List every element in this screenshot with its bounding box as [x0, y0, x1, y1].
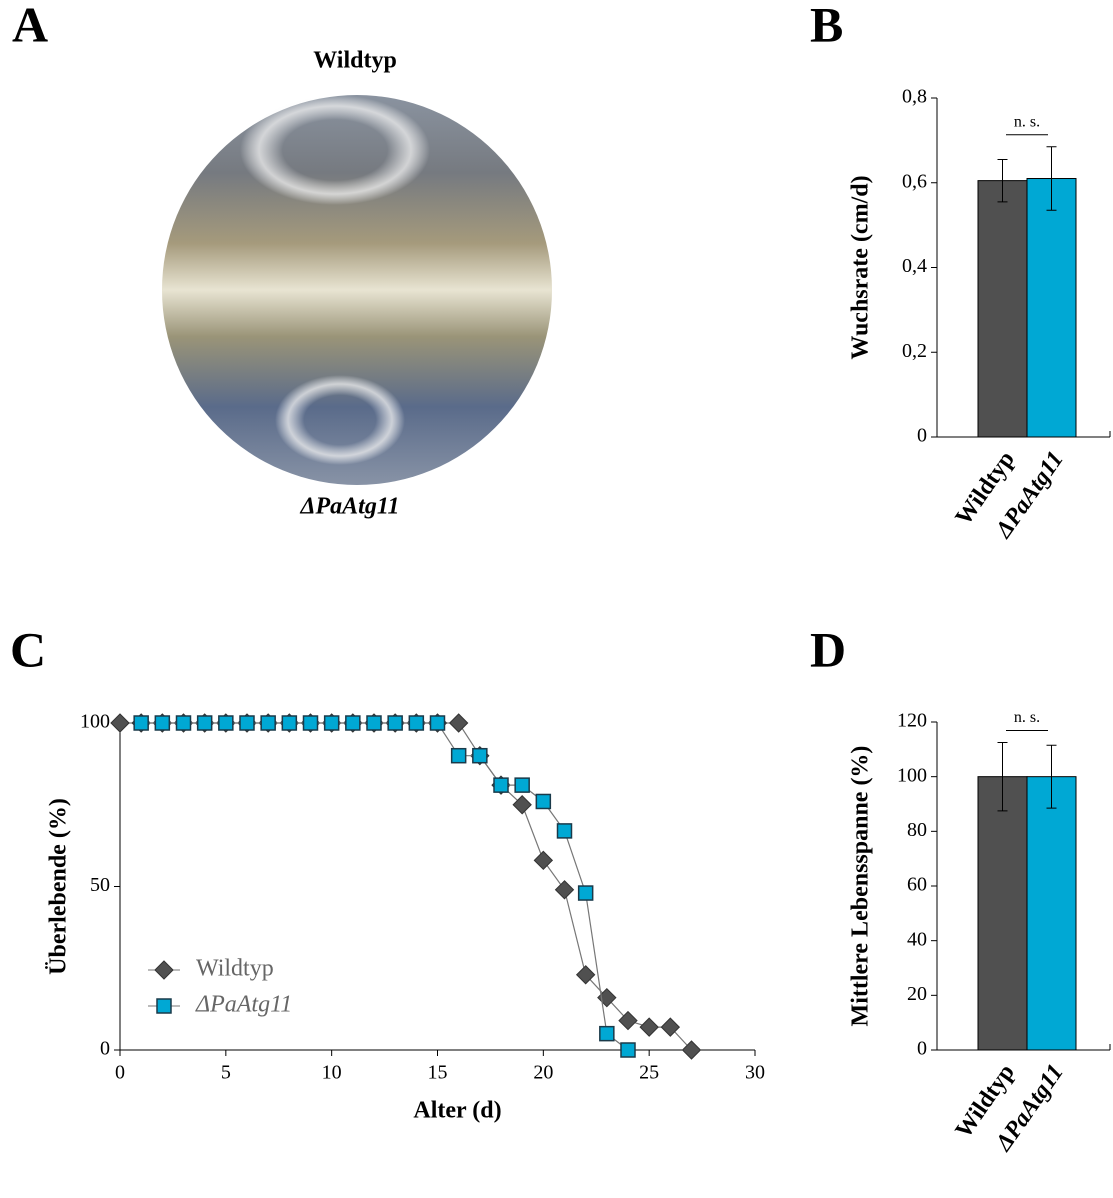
point	[323, 715, 340, 731]
point	[302, 715, 319, 731]
bar	[1026, 178, 1077, 438]
point	[408, 715, 425, 731]
point	[281, 715, 298, 731]
x-tick-label: 5	[221, 1062, 231, 1084]
y-tick-label: 60	[907, 874, 927, 896]
x-tick-label: 15	[428, 1062, 448, 1084]
point	[387, 715, 403, 731]
point	[556, 823, 573, 839]
y-axis-label: Wuchsrate (cm/d)	[848, 175, 874, 359]
point	[366, 715, 382, 731]
point	[577, 885, 594, 901]
x-tick-label: 0	[115, 1062, 125, 1084]
panel-label: C	[10, 621, 46, 677]
point	[533, 850, 554, 871]
y-tick-label: 0	[100, 1038, 110, 1060]
error-bar	[997, 742, 1008, 812]
point	[345, 715, 361, 731]
bar	[977, 776, 1028, 1051]
plate-bottom-label: ΔPaAtg11	[299, 494, 399, 520]
x-tick-label: 20	[533, 1062, 553, 1084]
y-tick-label: 100	[80, 711, 110, 733]
legend-marker	[154, 960, 174, 980]
error-bar	[1046, 744, 1057, 809]
point	[514, 777, 530, 793]
point	[429, 715, 446, 731]
point	[450, 747, 467, 764]
legend-label: ΔPaAtg11	[195, 992, 292, 1018]
point	[154, 715, 171, 731]
error-bar	[1046, 146, 1057, 211]
point	[472, 747, 488, 764]
error-bar	[997, 158, 1008, 203]
point	[493, 777, 509, 793]
y-tick-label: 100	[897, 764, 927, 786]
y-tick-label: 80	[907, 819, 927, 841]
y-tick-label: 40	[907, 928, 927, 950]
y-tick-label: 120	[897, 710, 927, 732]
point	[218, 715, 234, 731]
plate-top-label: Wildtyp	[313, 48, 397, 74]
point	[196, 715, 213, 731]
point	[239, 715, 255, 731]
point	[512, 795, 532, 815]
panel-label: A	[12, 0, 48, 52]
x-axis-label: Alter (d)	[413, 1098, 501, 1124]
bar	[977, 180, 1028, 438]
point	[575, 965, 596, 985]
y-axis-label: Überlebende (%)	[46, 798, 72, 975]
point	[260, 715, 276, 731]
y-tick-label: 0	[917, 1038, 927, 1060]
y-tick-label: 50	[90, 874, 110, 896]
y-tick-label: 20	[907, 983, 927, 1005]
annotation: n. s.	[1014, 709, 1040, 726]
bar	[1026, 776, 1077, 1051]
x-tick-label: 25	[639, 1062, 659, 1084]
y-tick-label: 0,8	[902, 86, 927, 108]
legend-marker	[156, 998, 172, 1014]
point	[620, 1042, 636, 1058]
panel-label: B	[810, 0, 843, 52]
point	[110, 713, 130, 733]
x-tick-label: 10	[322, 1062, 342, 1084]
point	[175, 715, 192, 731]
x-tick-label: 30	[745, 1062, 765, 1084]
point	[599, 1025, 615, 1042]
annotation: n. s.	[1014, 113, 1040, 130]
y-tick-label: 0,2	[902, 340, 927, 362]
point	[554, 880, 575, 900]
point	[660, 1017, 681, 1037]
legend-label: Wildtyp	[196, 956, 274, 982]
point	[535, 793, 552, 810]
plate-photo	[162, 95, 552, 485]
y-tick-label: 0	[917, 425, 927, 447]
panel-label: D	[810, 621, 846, 677]
point	[448, 713, 469, 733]
point	[681, 1040, 702, 1060]
y-axis-label: Mittlere Lebensspanne (%)	[848, 746, 874, 1027]
point	[618, 1010, 638, 1031]
y-tick-label: 0,4	[902, 255, 927, 277]
point	[639, 1017, 659, 1037]
point	[133, 715, 149, 731]
y-tick-label: 0,6	[902, 170, 927, 192]
